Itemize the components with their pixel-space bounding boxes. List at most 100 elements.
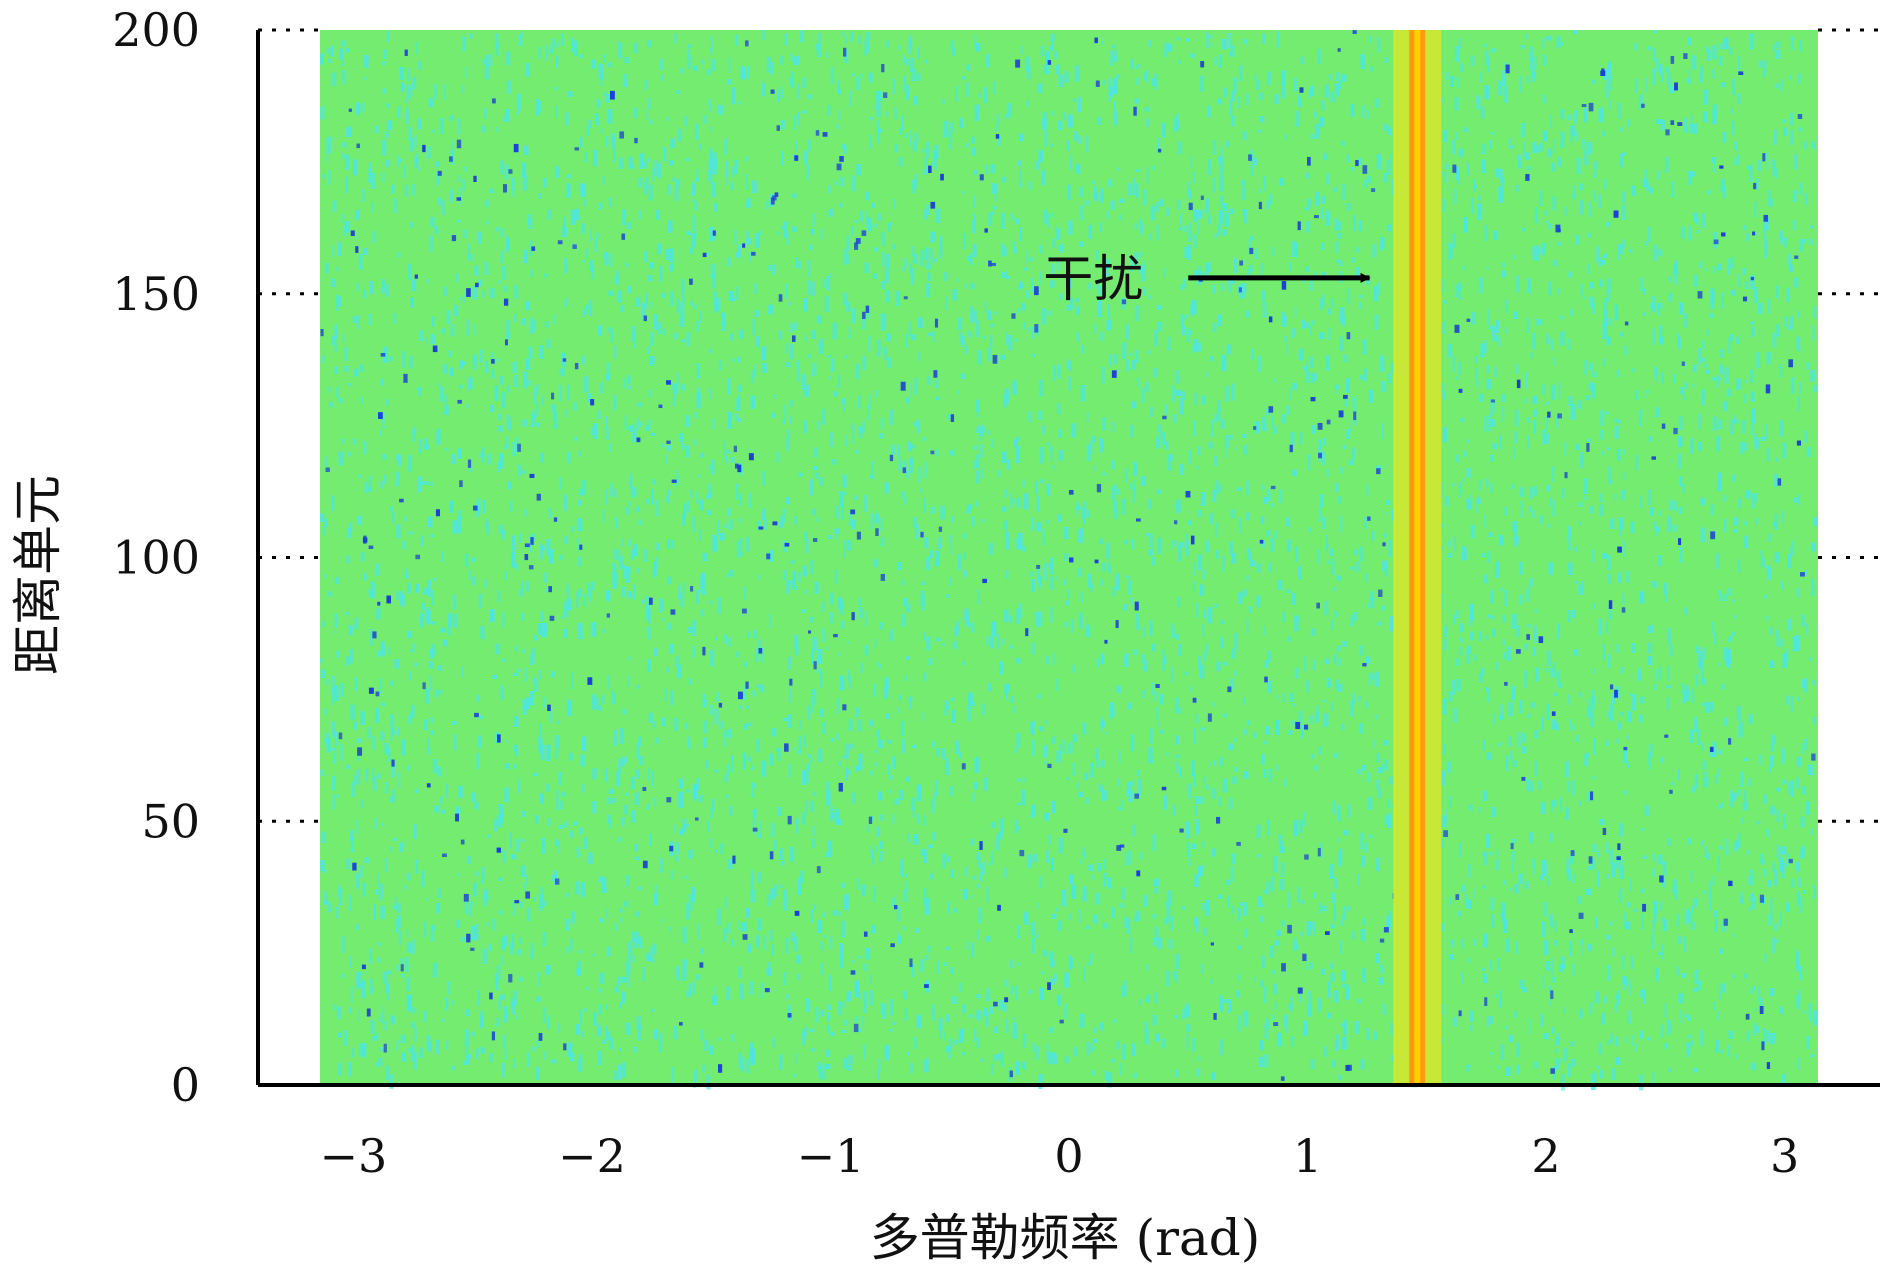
noise-cell <box>1500 902 1506 919</box>
noise-cell <box>1053 465 1056 469</box>
noise-cell <box>1602 358 1607 367</box>
noise-cell <box>838 760 841 767</box>
noise-cell <box>1557 241 1562 246</box>
noise-cell <box>645 424 651 432</box>
noise-cell <box>411 429 416 442</box>
noise-cell <box>810 696 814 714</box>
noise-cell <box>1701 840 1705 847</box>
noise-cell <box>1723 401 1728 412</box>
noise-cell <box>525 62 531 77</box>
noise-cell <box>1305 680 1309 693</box>
noise-cell <box>1691 922 1696 930</box>
noise-cell <box>393 198 397 214</box>
noise-cell <box>425 688 430 704</box>
noise-cell <box>339 48 344 60</box>
noise-cell <box>1289 692 1294 702</box>
noise-cell <box>838 109 841 120</box>
noise-cell <box>1511 850 1516 863</box>
noise-cell <box>1766 153 1769 170</box>
noise-cell <box>1560 956 1566 970</box>
noise-cell <box>1601 450 1604 456</box>
noise-cell <box>1504 589 1508 607</box>
noise-cell <box>1690 1040 1694 1046</box>
noise-cell <box>1801 678 1806 689</box>
noise-cell <box>440 628 446 633</box>
noise-cell <box>575 881 580 895</box>
noise-cell <box>1625 1036 1628 1045</box>
noise-cell <box>1180 398 1184 415</box>
noise-cell <box>1358 723 1363 734</box>
noise-cell <box>1238 945 1242 950</box>
noise-cell <box>1724 838 1729 856</box>
noise-cell <box>645 498 650 504</box>
noise-cell <box>470 1031 475 1037</box>
noise-cell <box>1100 578 1104 587</box>
noise-cell <box>550 41 553 56</box>
noise-cell <box>693 1071 696 1089</box>
noise-cell <box>1441 278 1444 293</box>
noise-cell <box>504 787 510 803</box>
noise-cell <box>1662 920 1667 932</box>
noise-cell <box>1026 66 1031 80</box>
noise-cell <box>1771 332 1777 348</box>
noise-cell <box>1267 71 1271 86</box>
noise-cell <box>1789 265 1793 272</box>
noise-cell <box>1135 305 1140 321</box>
noise-cell <box>1229 678 1235 689</box>
noise-cell <box>633 107 638 119</box>
noise-cell <box>987 309 991 321</box>
noise-cell <box>1717 477 1722 482</box>
noise-cell <box>541 837 546 855</box>
noise-cell <box>1504 506 1508 516</box>
noise-cell <box>1535 667 1539 682</box>
noise-cell <box>655 884 658 894</box>
noise-cell <box>1602 323 1608 340</box>
noise-cell <box>427 738 430 751</box>
noise-cell <box>1064 972 1070 988</box>
noise-cell <box>1220 1038 1224 1055</box>
noise-cell <box>840 882 846 888</box>
noise-cell <box>1680 682 1685 694</box>
noise-cell <box>1550 667 1555 678</box>
noise-cell <box>750 395 755 409</box>
noise-cell <box>813 904 817 911</box>
noise-cell <box>381 279 386 294</box>
noise-cell <box>723 733 727 747</box>
noise-cell <box>855 449 860 455</box>
noise-cell <box>819 477 823 486</box>
noise-cell <box>335 731 338 747</box>
noise-cell <box>1484 224 1488 242</box>
noise-cell <box>966 64 971 71</box>
noise-cell <box>1463 127 1469 133</box>
noise-cell <box>1320 842 1323 858</box>
noise-cell <box>1798 73 1801 84</box>
noise-cell <box>1243 444 1247 455</box>
noise-cell <box>375 889 379 895</box>
noise-cell <box>1732 598 1736 603</box>
noise-cell <box>364 482 369 493</box>
noise-cell <box>1273 531 1278 539</box>
noise-cell <box>1175 697 1179 713</box>
noise-cell <box>1243 729 1247 735</box>
noise-cell <box>779 848 783 860</box>
noise-cell <box>1124 653 1129 667</box>
noise-cell <box>1760 557 1766 568</box>
noise-cell <box>1749 369 1755 383</box>
noise-cell <box>1271 415 1275 428</box>
noise-cell <box>571 526 574 533</box>
noise-cell <box>1557 681 1562 688</box>
noise-cell <box>364 54 369 68</box>
noise-cell <box>609 483 613 498</box>
noise-cell <box>955 740 960 755</box>
noise-cell <box>784 33 788 46</box>
noise-cell <box>812 637 817 651</box>
noise-cell <box>836 732 840 741</box>
noise-cell <box>1141 654 1146 664</box>
noise-cell <box>945 946 950 951</box>
noise-cell <box>1202 664 1205 680</box>
noise-cell <box>439 796 443 804</box>
noise-cell <box>408 263 412 281</box>
noise-cell <box>355 873 360 889</box>
noise-cell <box>857 955 862 959</box>
noise-cell <box>341 936 345 953</box>
